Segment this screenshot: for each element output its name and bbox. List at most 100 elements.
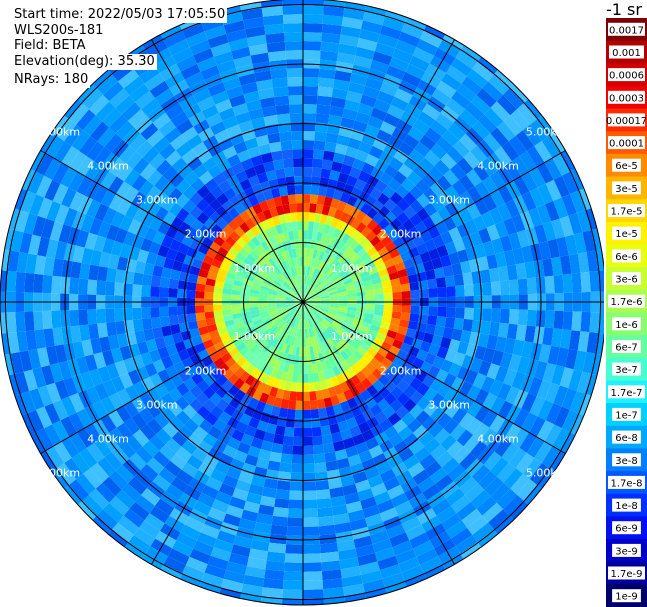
beta-cell [477,529,500,550]
beta-cell [318,272,327,282]
beta-cell [435,316,447,327]
beta-cell [303,490,317,500]
beta-cell [351,322,362,330]
beta-cell [365,154,380,167]
beta-cell [184,516,205,533]
beta-cell [303,454,315,464]
beta-cell [461,508,483,528]
beta-cell [337,172,350,184]
beta-cell [243,574,265,588]
beta-cell [453,140,471,158]
beta-cell [383,476,401,492]
beta-cell [327,286,337,292]
beta-cell [355,544,375,558]
beta-cell [444,185,460,202]
beta-cell [303,68,320,78]
beta-cell [444,275,456,287]
beta-cell [334,343,344,353]
beta-cell [379,564,402,579]
colorbar-tick-label: 0.0001 [609,139,644,150]
beta-cell [308,328,313,338]
beta-cell [345,225,356,237]
beta-cell [407,126,425,142]
beta-cell [363,241,374,253]
beta-cell [332,276,342,284]
beta-cell [309,276,314,286]
beta-cell [163,556,186,574]
beta-cell [541,135,561,158]
beta-cell [383,112,401,128]
beta-cell [281,598,303,605]
beta-cell [482,347,496,364]
beta-cell [207,555,229,571]
beta-cell [317,352,325,363]
beta-cell [303,445,314,455]
beta-cell [380,82,399,97]
beta-cell [343,183,355,196]
beta-cell [290,382,298,392]
beta-cell [332,403,343,415]
beta-cell [382,310,393,318]
beta-cell [409,313,420,323]
beta-cell [503,249,516,267]
beta-cell [499,280,510,296]
beta-cell [315,282,324,290]
beta-cell [407,320,419,331]
beta-cell [316,398,326,409]
beta-cell [384,198,397,212]
beta-cell [598,270,604,292]
beta-cell [360,389,372,402]
beta-cell [370,107,388,122]
beta-cell [304,275,307,285]
beta-cell [310,327,316,337]
beta-cell [441,73,462,91]
beta-cell [428,343,440,356]
beta-cell [264,569,285,581]
beta-cell [490,396,506,415]
colorbar-tick-label: 0.0006 [609,71,644,82]
beta-cell [350,229,361,240]
beta-cell [211,499,230,514]
beta-cell [303,185,312,195]
beta-cell [451,328,463,342]
beta-cell [316,362,323,373]
beta-cell [310,258,316,268]
beta-cell [310,336,316,346]
beta-cell [342,275,352,283]
beta-cell [349,270,360,279]
beta-cell [317,241,325,252]
beta-cell [537,399,554,421]
beta-cell [308,257,313,267]
beta-cell [388,230,400,242]
beta-cell [295,310,300,319]
beta-cell [369,357,381,369]
beta-cell [338,43,358,56]
beta-cell [380,274,391,283]
beta-cell [545,382,560,404]
beta-cell [310,239,317,250]
beta-cell [380,252,392,263]
beta-cell [294,309,300,319]
beta-cell [330,198,340,209]
beta-cell [325,281,335,289]
beta-cell [329,304,339,309]
beta-cell [409,532,430,549]
beta-cell [383,335,395,346]
beta-cell [434,267,445,279]
beta-cell [329,302,339,306]
beta-cell [412,118,430,135]
beta-cell [256,420,269,432]
beta-cell [320,293,330,298]
beta-cell [320,302,330,305]
beta-cell [509,500,531,523]
beta-cell [524,261,536,279]
beta-cell [459,109,479,128]
beta-cell [248,483,264,496]
beta-cell [482,240,496,257]
beta-cell [273,349,281,360]
beta-cell [303,526,320,536]
beta-cell [330,217,340,228]
beta-cell [429,211,444,226]
beta-cell [497,203,512,222]
beta-cell [340,350,350,361]
